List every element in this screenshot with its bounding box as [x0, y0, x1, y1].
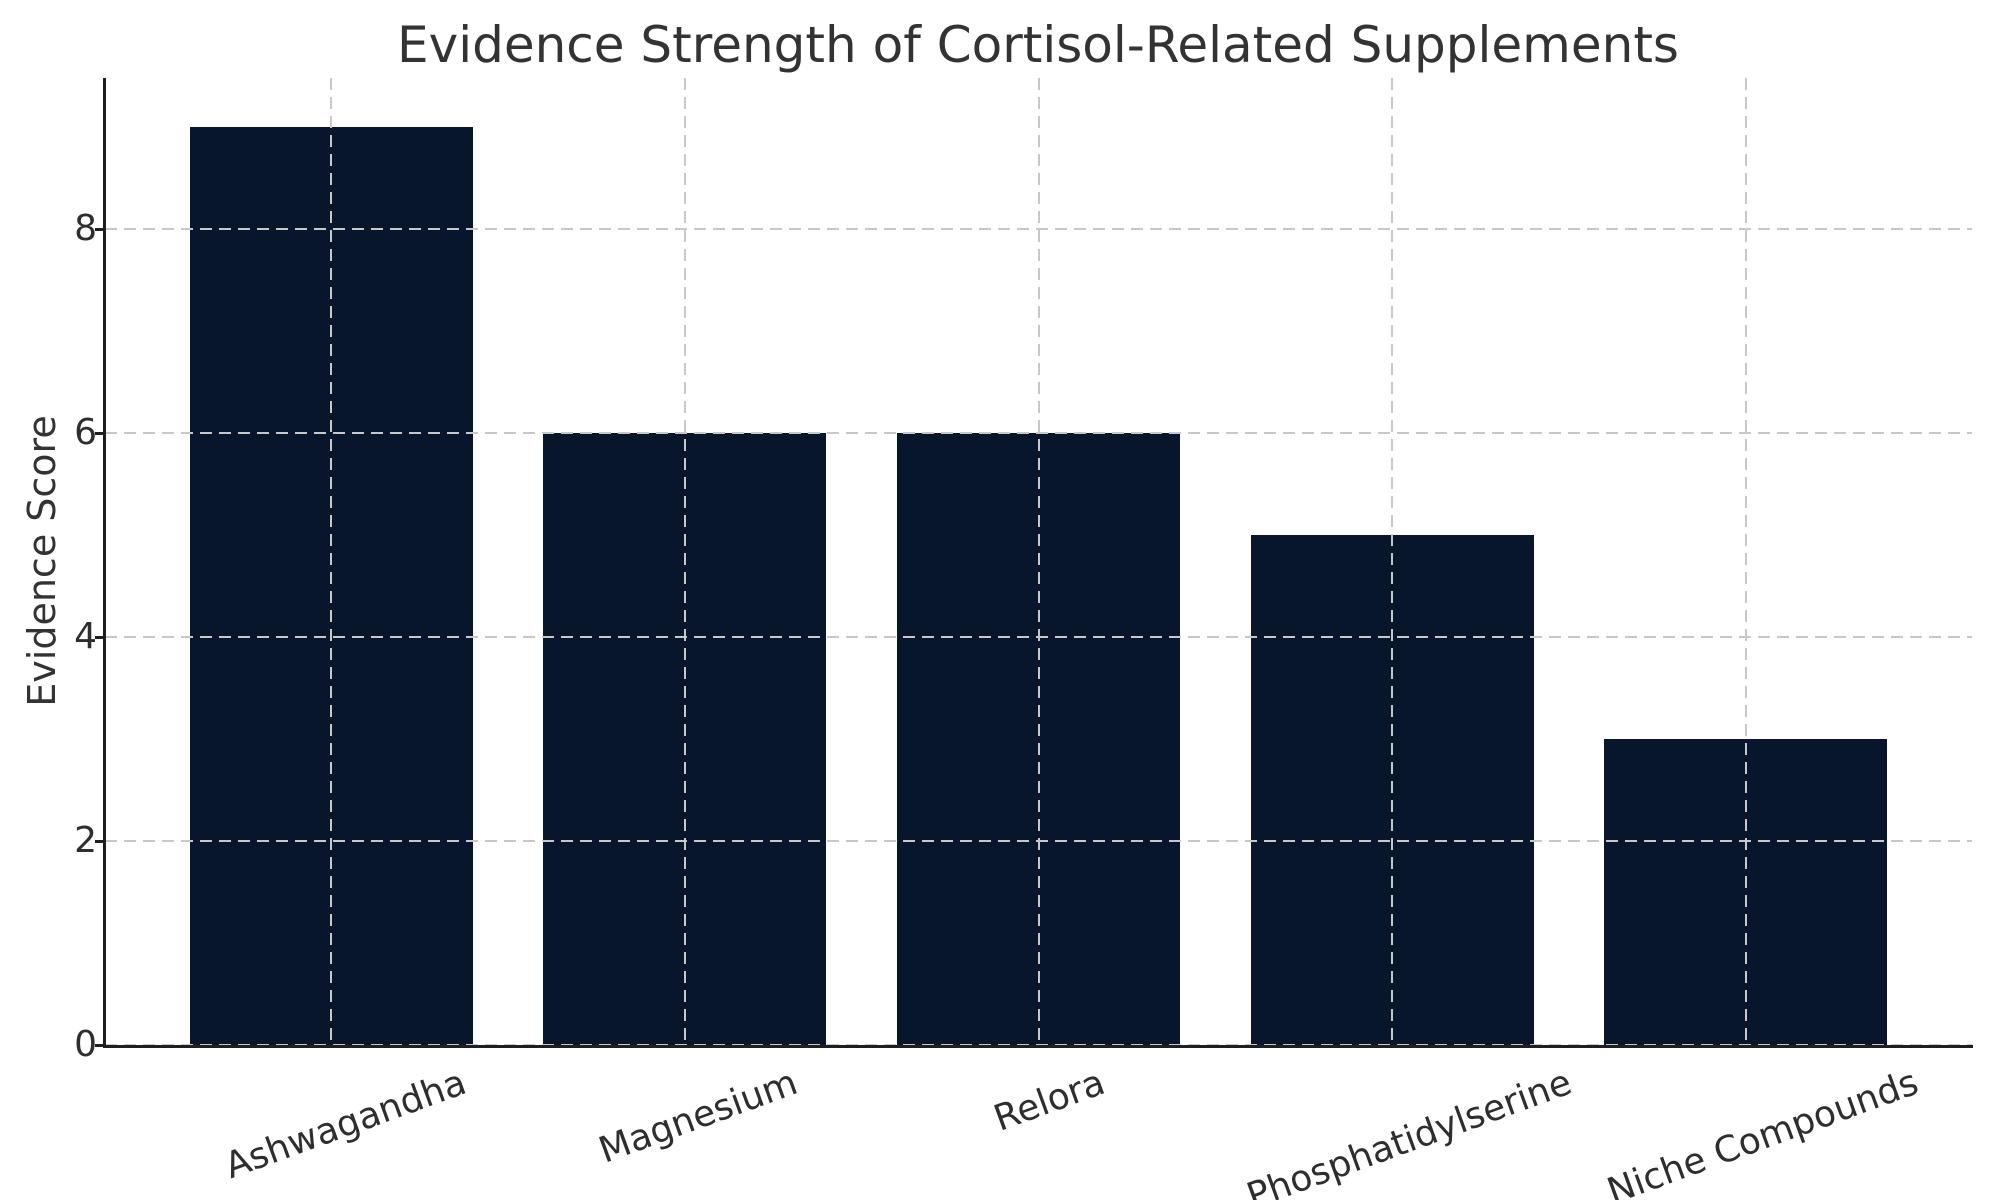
y-axis-title: Evidence Score	[20, 415, 64, 707]
y-tick-label: 4	[74, 616, 97, 657]
y-axis-spine	[103, 78, 106, 1048]
y-tick-label: 8	[74, 208, 97, 249]
y-tick-label: 0	[74, 1024, 97, 1065]
x-tick-label: Niche Compounds	[1602, 1062, 1924, 1200]
gridline-v	[1745, 78, 1747, 1045]
y-tick-mark	[95, 228, 103, 231]
x-tick-label: Magnesium	[593, 1062, 803, 1172]
gridline-v	[1391, 78, 1393, 1045]
y-tick-mark	[95, 1044, 103, 1047]
y-tick-label: 2	[74, 820, 97, 861]
x-tick-label: Relora	[988, 1062, 1111, 1140]
gridline-v	[684, 78, 686, 1045]
gridline-v	[330, 78, 332, 1045]
y-tick-mark	[95, 636, 103, 639]
x-axis-spine	[103, 1045, 1973, 1048]
chart-title: Evidence Strength of Cortisol-Related Su…	[397, 16, 1679, 74]
x-tick-label: Phosphatidylserine	[1241, 1062, 1578, 1200]
y-tick-label: 6	[74, 412, 97, 453]
gridline-v	[1038, 78, 1040, 1045]
x-tick-label: Ashwagandha	[219, 1062, 472, 1188]
y-tick-mark	[95, 432, 103, 435]
y-tick-mark	[95, 840, 103, 843]
